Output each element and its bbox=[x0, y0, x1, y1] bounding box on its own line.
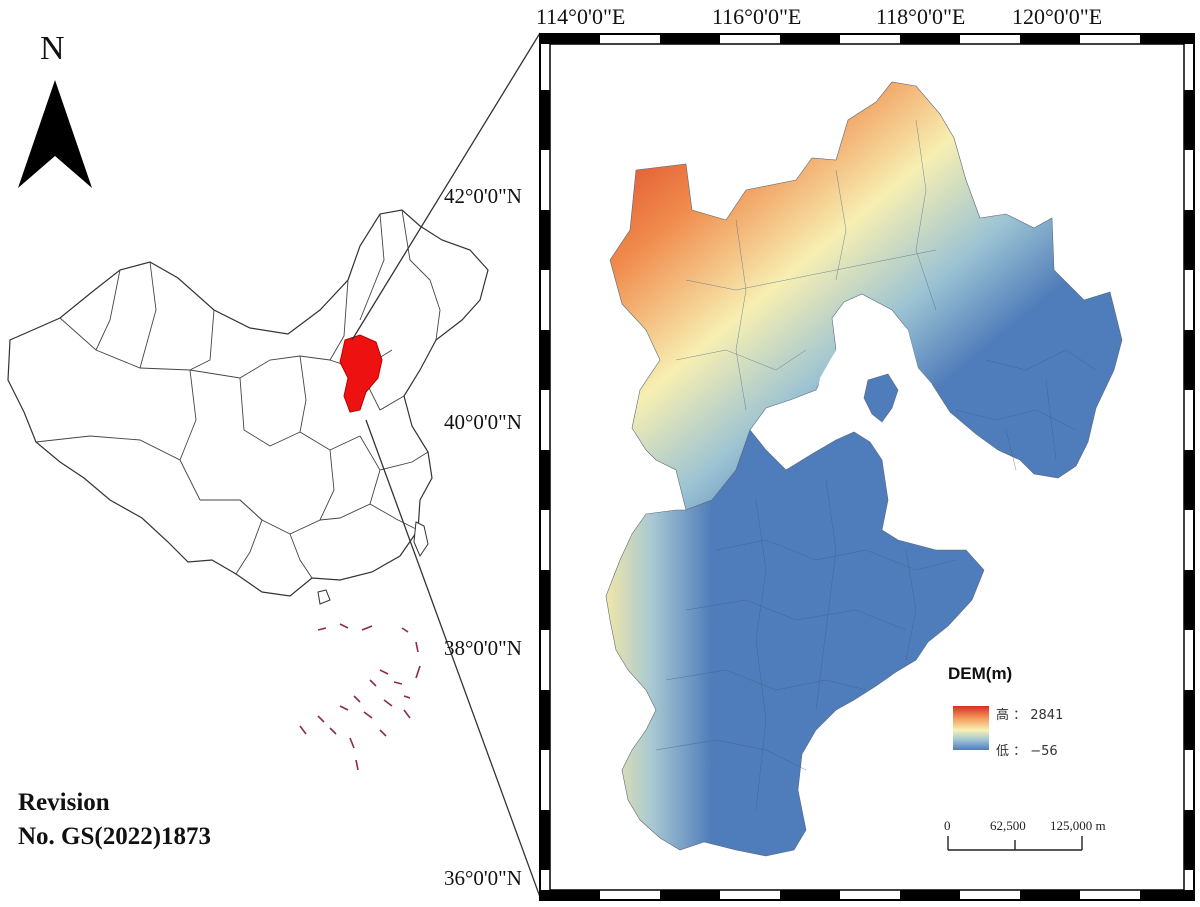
hebei-highlight bbox=[339, 334, 383, 413]
dem-map-frame bbox=[539, 33, 1195, 901]
lat-label-42: 42°0'0"N bbox=[444, 184, 522, 208]
legend-title: DEM(m) bbox=[948, 664, 1013, 683]
lat-label-40: 40°0'0"N bbox=[444, 410, 522, 434]
legend-high-label: 高 ： 2841 bbox=[996, 708, 1064, 723]
lon-label-114: 114°0'0"E bbox=[536, 4, 626, 29]
lat-label-36: 36°0'0"N bbox=[444, 866, 522, 890]
scale-label-125000: 125,000 m bbox=[1050, 818, 1106, 833]
china-outline bbox=[7, 209, 489, 597]
scale-label-0: 0 bbox=[944, 818, 951, 833]
lon-label-118: 118°0'0"E bbox=[876, 4, 966, 29]
dem-island bbox=[863, 373, 899, 423]
frame-ticks bbox=[540, 34, 1194, 900]
scale-label-62500: 62,500 bbox=[990, 818, 1026, 833]
capital-gap bbox=[816, 300, 932, 442]
lon-label-116: 116°0'0"E bbox=[712, 4, 802, 29]
dem-region-north bbox=[609, 81, 1123, 511]
revision-note: Revision No. GS(2022)1873 bbox=[18, 786, 211, 854]
legend-low-label: 低 ： −56 bbox=[996, 744, 1058, 759]
province-borders bbox=[35, 209, 441, 579]
dem-region-south bbox=[605, 429, 985, 857]
china-overview-map bbox=[7, 209, 489, 771]
lon-label-120: 120°0'0"E bbox=[1012, 4, 1103, 29]
north-label: N bbox=[40, 30, 65, 67]
lat-label-38: 38°0'0"N bbox=[444, 636, 522, 660]
hainan-outline bbox=[317, 589, 331, 605]
north-arrow-icon bbox=[18, 80, 92, 188]
county-boundaries bbox=[655, 119, 1097, 811]
taiwan-outline bbox=[413, 521, 429, 558]
revision-line2: No. GS(2022)1873 bbox=[18, 823, 212, 850]
south-china-sea-islands bbox=[299, 623, 421, 771]
revision-line1: Revision bbox=[18, 789, 110, 816]
scale-bar bbox=[947, 836, 1083, 851]
legend-color-ramp bbox=[953, 706, 989, 750]
